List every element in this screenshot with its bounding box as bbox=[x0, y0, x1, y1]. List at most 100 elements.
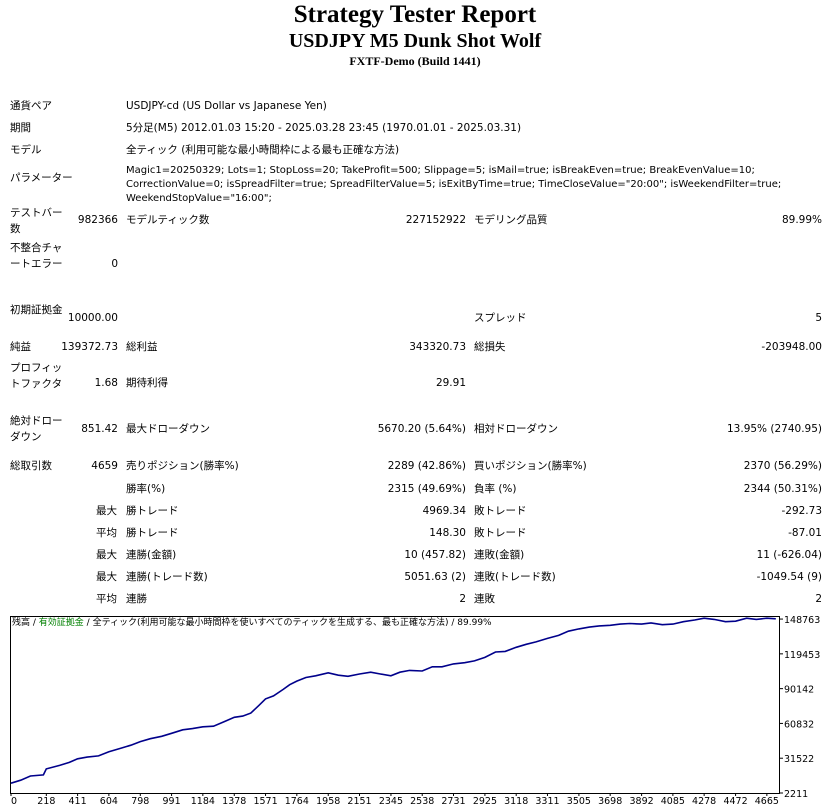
bars-label: テストバー数 bbox=[10, 207, 63, 235]
x-tick-label: 2925 bbox=[473, 796, 497, 806]
params-label: パラメーター bbox=[10, 172, 73, 184]
chart-x-axis: 0 218 411 604 798 991 1184 1378 1571 1764 1958 2151… bbox=[10, 793, 779, 806]
max-consecutive-profit-label: 連勝(トレード数) bbox=[126, 571, 208, 583]
x-tick-label: 4665 bbox=[755, 796, 779, 806]
report-subtitle: USDJPY M5 Dunk Shot Wolf bbox=[288, 30, 542, 52]
x-tick-label: 2538 bbox=[410, 796, 434, 806]
gross-loss-value: -203948.00 bbox=[761, 341, 822, 353]
largest-loss-label: 敗トレード bbox=[474, 505, 527, 517]
short-positions-value: 2289 (42.86%) bbox=[387, 460, 466, 472]
win-rate-value: 2315 (49.69%) bbox=[387, 483, 466, 495]
model-label: モデル bbox=[10, 144, 42, 156]
absolute-drawdown-value: 851.42 bbox=[81, 423, 118, 435]
absolute-drawdown-label: 絶対ドローダウン bbox=[10, 415, 63, 443]
long-positions-label: 買いポジション(勝率%) bbox=[474, 460, 587, 472]
x-tick-label: 1571 bbox=[253, 796, 277, 806]
y-tick-label: 2211 bbox=[784, 789, 808, 800]
legend-equity: 有効証拠金 bbox=[38, 618, 84, 628]
profit-factor-value: 1.68 bbox=[94, 377, 118, 389]
average-consecutive-wins-value: 2 bbox=[459, 593, 466, 605]
x-tick-label: 3118 bbox=[504, 796, 528, 806]
spread-value: 5 bbox=[815, 312, 822, 324]
average-label: 平均 bbox=[96, 593, 117, 605]
mismatch-label: 不整合チャートエラー bbox=[10, 242, 63, 270]
max-consecutive-losses-value: 11 (-626.04) bbox=[756, 549, 822, 561]
loss-rate-label: 負率 (%) bbox=[474, 483, 517, 495]
net-value: 139372.73 bbox=[61, 341, 118, 353]
legend-separator: / bbox=[83, 618, 93, 628]
y-tick-label: 90142 bbox=[784, 685, 814, 696]
x-tick-label: 798 bbox=[131, 796, 149, 806]
average-consecutive-losses-label: 連敗 bbox=[474, 593, 495, 605]
relative-drawdown-value: 13.95% (2740.95) bbox=[727, 423, 822, 435]
x-tick-label: 4085 bbox=[661, 796, 685, 806]
x-tick-label: 604 bbox=[100, 796, 118, 806]
mismatch-value: 0 bbox=[111, 258, 118, 270]
total-trades-label: 総取引数 bbox=[10, 460, 52, 472]
max-consecutive-wins-label: 連勝(金額) bbox=[126, 549, 177, 561]
pair-value: USDJPY-cd (US Dollar vs Japanese Yen) bbox=[126, 100, 327, 112]
x-tick-label: 1378 bbox=[222, 796, 246, 806]
x-tick-label: 3892 bbox=[630, 796, 654, 806]
report-title: Strategy Tester Report bbox=[293, 1, 537, 28]
max-consecutive-loss-amount-label: 連敗(トレード数) bbox=[474, 571, 556, 583]
deposit-label: 初期証拠金 bbox=[10, 304, 63, 316]
gross-loss-label: 総損失 bbox=[474, 341, 506, 353]
expected-payoff-value: 29.91 bbox=[435, 377, 466, 389]
legend-balance: 残高 bbox=[12, 618, 31, 628]
loss-rate-value: 2344 (50.31%) bbox=[743, 483, 822, 495]
quality-label: モデリング品質 bbox=[474, 214, 548, 226]
x-tick-label: 218 bbox=[37, 796, 55, 806]
legend-separator: / bbox=[30, 618, 39, 628]
quality-value: 89.99% bbox=[781, 214, 822, 226]
long-positions-value: 2370 (56.29%) bbox=[743, 460, 822, 472]
x-tick-label: 4278 bbox=[692, 796, 716, 806]
spread-label: スプレッド bbox=[474, 312, 527, 324]
x-tick-label: 2731 bbox=[441, 796, 465, 806]
x-tick-label: 2345 bbox=[379, 796, 403, 806]
chart-legend: 残高 / 有効証拠金 / 全ティック(利用可能な最小時間枠を使いすべてのティック… bbox=[12, 617, 492, 629]
total-trades-value: 4659 bbox=[91, 460, 118, 472]
max-consecutive-profit-value: 5051.63 (2) bbox=[404, 571, 466, 583]
max-drawdown-value: 5670.20 (5.64%) bbox=[377, 423, 466, 435]
deposit-value: 10000.00 bbox=[67, 312, 118, 324]
average-win-label: 勝トレード bbox=[126, 527, 179, 539]
x-tick-label: 3698 bbox=[598, 796, 622, 806]
legend-separator: / bbox=[448, 618, 458, 628]
average-loss-value: -87.01 bbox=[788, 527, 822, 539]
average-consecutive-losses-value: 2 bbox=[815, 593, 822, 605]
average-consecutive-wins-label: 連勝 bbox=[126, 593, 147, 605]
balance-chart: 2211 31522 60832 90142 119453 148763 0 218 411 6… bbox=[10, 616, 820, 806]
max-label: 最大 bbox=[96, 505, 117, 517]
net-label: 純益 bbox=[10, 341, 31, 353]
ticks-value: 227152922 bbox=[405, 214, 466, 226]
ticks-label: モデルティック数 bbox=[126, 214, 210, 226]
largest-win-label: 勝トレード bbox=[126, 505, 179, 517]
y-tick-label: 119453 bbox=[784, 650, 820, 661]
chart-y-axis: 2211 31522 60832 90142 119453 148763 bbox=[779, 616, 820, 800]
max-label: 最大 bbox=[96, 549, 117, 561]
period-label: 期間 bbox=[10, 122, 31, 134]
report-server: FXTF-Demo (Build 1441) bbox=[349, 54, 481, 68]
max-consecutive-wins-value: 10 (457.82) bbox=[404, 549, 466, 561]
relative-drawdown-label: 相対ドローダウン bbox=[474, 423, 558, 435]
x-tick-label: 991 bbox=[162, 796, 180, 806]
x-tick-label: 0 bbox=[11, 796, 17, 806]
period-value: 5分足(M5) 2012.01.03 15:20 - 2025.03.28 23… bbox=[126, 122, 522, 134]
x-tick-label: 1764 bbox=[285, 796, 309, 806]
x-tick-label: 1958 bbox=[316, 796, 340, 806]
largest-win-value: 4969.34 bbox=[422, 505, 466, 517]
model-value: 全ティック (利用可能な最小時間枠による最も正確な方法) bbox=[126, 144, 400, 156]
gross-profit-value: 343320.73 bbox=[409, 341, 466, 353]
gross-profit-label: 総利益 bbox=[126, 341, 158, 353]
x-tick-label: 2151 bbox=[347, 796, 371, 806]
x-tick-label: 4472 bbox=[723, 796, 747, 806]
chart-plot-area bbox=[10, 616, 780, 794]
bars-value: 982366 bbox=[77, 214, 118, 226]
expected-payoff-label: 期待利得 bbox=[126, 377, 168, 389]
largest-loss-value: -292.73 bbox=[781, 505, 822, 517]
pair-label: 通貨ペア bbox=[10, 100, 52, 112]
max-consecutive-losses-label: 連敗(金額) bbox=[474, 549, 525, 561]
balance-line bbox=[10, 617, 776, 784]
params-value: Magic1=20250329; Lots=1; StopLoss=20; Ta… bbox=[126, 165, 782, 204]
